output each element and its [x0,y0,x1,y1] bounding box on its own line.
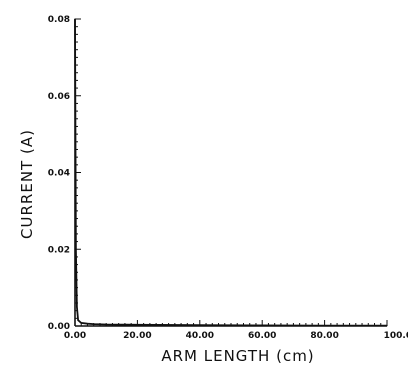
x-axis-title: ARM LENGTH (cm) [161,347,314,365]
data-point [261,324,263,326]
y-tick-label: 0.08 [48,15,70,25]
data-point [136,324,138,326]
y-axis-title: CURRENT (A) [18,129,36,239]
y-tick-label: 0.02 [48,245,70,255]
data-point [76,306,78,308]
ticks: 0.00 0.02 0.04 0.06 0.08 0.00 20.00 40.00 60.00 8… [48,15,408,341]
y-tick-label: 0.00 [48,322,70,332]
data-point [105,323,107,326]
x-tick-label: 20.00 [123,331,151,341]
y-tick-label: 0.06 [48,92,70,102]
x-tick-label: 0.00 [64,331,86,341]
data-point [80,322,82,324]
data-point [324,325,326,327]
data-point [74,18,76,20]
x-tick-label: 80.00 [310,331,338,341]
series [74,18,388,327]
x-tick-label: 40.00 [186,331,214,341]
y-tick-label: 0.04 [48,169,70,179]
x-tick-label: 100.00 [384,331,408,341]
axes [74,19,387,327]
data-point [386,325,388,327]
data-point [77,319,79,321]
data-point [199,324,201,326]
data-point [75,248,77,250]
x-tick-label: 60.00 [248,331,276,341]
data-point [93,323,95,325]
data-point [86,323,89,325]
series-line-1 [74,18,387,327]
